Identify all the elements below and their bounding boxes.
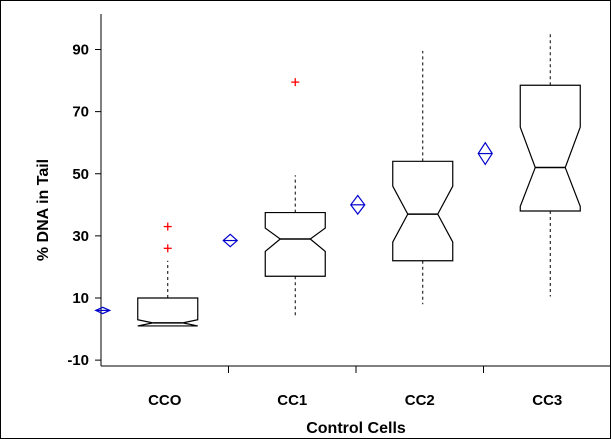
mean-diamond	[222, 233, 239, 248]
x-axis-ticks: CCO CC1 CC2 CC3	[148, 366, 562, 409]
box-group-cc2	[349, 51, 454, 305]
mean-diamond	[477, 141, 493, 166]
x-tick-label: CC3	[532, 392, 562, 409]
y-tick-label: 30	[72, 228, 89, 245]
y-axis-title: % DNA in Tail	[35, 159, 52, 261]
y-tick-label: 70	[72, 104, 89, 121]
y-axis-ticks: -10 10 30 50 70 90	[67, 42, 101, 369]
box-body	[264, 211, 326, 277]
box-body	[137, 297, 199, 327]
y-tick-label: 90	[72, 42, 89, 59]
box-body	[392, 160, 454, 262]
mean-diamond	[349, 194, 366, 216]
y-tick-label: -10	[67, 352, 89, 369]
mean-diamond	[94, 306, 112, 315]
x-tick-label: CCO	[148, 392, 182, 409]
box-body	[519, 84, 581, 212]
y-tick-label: 10	[72, 290, 89, 307]
box-group-cc3	[477, 32, 581, 297]
x-tick-label: CC2	[405, 392, 435, 409]
outlier-marker	[291, 78, 300, 87]
box-series	[94, 32, 581, 327]
y-tick-label: 50	[72, 166, 89, 183]
x-axis-title: Control Cells	[306, 420, 406, 437]
outlier-marker	[163, 222, 172, 231]
box-group-cc1	[222, 78, 326, 317]
x-tick-label: CC1	[277, 392, 307, 409]
outlier-marker	[163, 244, 172, 253]
box-group-cco	[94, 222, 199, 327]
